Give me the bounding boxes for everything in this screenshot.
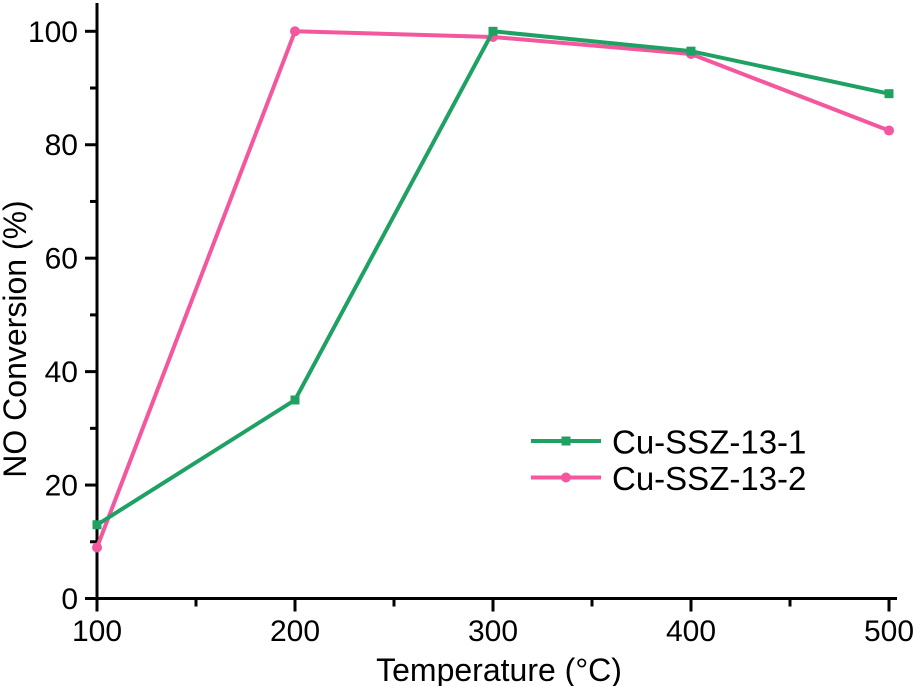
Cu-SSZ-13-2-marker-circle	[884, 125, 894, 136]
y-tick-label: 80	[45, 129, 78, 162]
y-tick-label: 20	[45, 470, 78, 503]
x-tick-label: 100	[72, 615, 122, 648]
Cu-SSZ-13-2-marker-circle	[290, 26, 300, 37]
legend-label: Cu-SSZ-13-1	[612, 424, 806, 461]
Cu-SSZ-13-1-marker-square	[884, 89, 894, 99]
legend-label: Cu-SSZ-13-2	[612, 460, 806, 497]
x-tick-label: 400	[666, 615, 716, 648]
series-Cu-SSZ-13-1	[92, 26, 894, 530]
Cu-SSZ-13-1-marker-square	[686, 46, 696, 56]
legend-Cu-SSZ-13-1-marker-square	[561, 436, 571, 446]
x-tick-label: 500	[864, 615, 913, 648]
y-tick-label: 100	[28, 16, 78, 49]
legend-item-Cu-SSZ-13-2: Cu-SSZ-13-2	[531, 460, 806, 497]
y-tick-label: 60	[45, 243, 78, 276]
Cu-SSZ-13-2-marker-circle	[92, 542, 102, 553]
x-tick-label: 300	[468, 615, 518, 648]
x-axis-title: Temperature (°C)	[376, 652, 622, 686]
x-tick-label: 200	[270, 615, 320, 648]
Cu-SSZ-13-1-marker-square	[290, 395, 300, 405]
Cu-SSZ-13-1-marker-square	[92, 520, 102, 530]
legend: Cu-SSZ-13-1Cu-SSZ-13-2	[531, 424, 806, 497]
y-tick-label: 40	[45, 356, 78, 389]
legend-item-Cu-SSZ-13-1: Cu-SSZ-13-1	[531, 424, 806, 461]
axes: 100 200 300 400 500 0 20 40 60 80 100	[28, 3, 913, 648]
y-axis-title: NO Conversion (%)	[0, 200, 33, 477]
y-tick-label: 0	[61, 583, 78, 616]
legend-Cu-SSZ-13-2-marker-circle	[561, 472, 571, 483]
Cu-SSZ-13-1-marker-square	[488, 26, 498, 36]
data-series	[92, 26, 894, 553]
